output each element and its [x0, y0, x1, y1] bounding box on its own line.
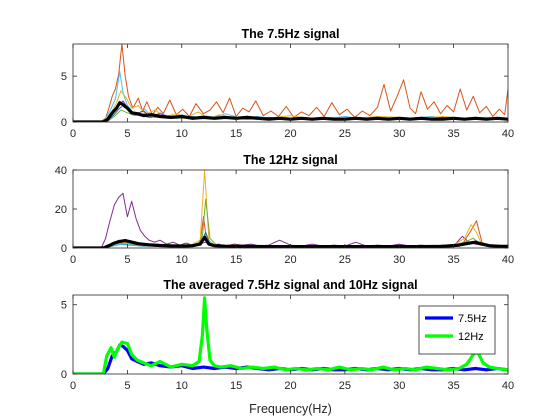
y-tick-label: 0: [61, 369, 67, 381]
x-tick-label: 15: [230, 380, 242, 392]
x-tick-label: 0: [70, 380, 76, 392]
x-tick-label: 25: [339, 128, 351, 140]
x-tick-label: 5: [124, 380, 130, 392]
series-line-7-5hz: [73, 343, 508, 374]
x-tick-label: 10: [176, 254, 188, 266]
figure-xlabel: Frequency(Hz): [249, 402, 332, 416]
subplots: 0 5 10 15 20 25 30 35 40 0 5 The 7.5Hz signal 0 5 10 15…: [55, 27, 514, 392]
x-tick-label: 15: [230, 254, 242, 266]
x-tick-label: 30: [393, 128, 405, 140]
x-tick-label: 40: [502, 128, 514, 140]
series-line-7: [73, 101, 508, 122]
series-line-7: [73, 235, 508, 248]
subplot-title: The 7.5Hz signal: [242, 27, 340, 41]
y-tick-label: 0: [61, 243, 67, 255]
series-line-1: [73, 43, 508, 122]
x-tick-label: 5: [124, 128, 130, 140]
x-tick-label: 25: [339, 380, 351, 392]
x-tick-label: 20: [284, 254, 296, 266]
y-tick-label: 0: [61, 117, 67, 129]
legend: 7.5Hz 12Hz: [418, 305, 496, 355]
legend-label: 7.5Hz: [458, 313, 487, 325]
x-tick-label: 5: [124, 254, 130, 266]
plot-area: [73, 44, 508, 122]
subplot-title: The 12Hz signal: [243, 153, 337, 167]
x-tick-label: 15: [230, 128, 242, 140]
x-tick-label: 40: [502, 254, 514, 266]
x-tick-label: 35: [448, 128, 460, 140]
x-tick-label: 10: [176, 380, 188, 392]
plot-area: [73, 170, 508, 248]
x-tick-label: 0: [70, 254, 76, 266]
subplot-3: 0 5 10 15 20 25 30 35 40 0 5 The averaged 7.5Hz sig…: [61, 278, 514, 392]
subplot-1: 0 5 10 15 20 25 30 35 40 0 5 The 7.5Hz signal: [61, 27, 514, 140]
x-tick-label: 20: [284, 128, 296, 140]
y-tick-label: 20: [55, 204, 67, 216]
subplot-2: 0 5 10 15 20 25 30 35 40 0 20 40 The 12Hz signal: [55, 153, 514, 266]
x-tick-label: 10: [176, 128, 188, 140]
x-tick-label: 20: [284, 380, 296, 392]
x-tick-label: 30: [393, 254, 405, 266]
y-tick-label: 40: [55, 165, 67, 177]
x-tick-label: 35: [448, 254, 460, 266]
series-group: [73, 43, 508, 122]
subplot-title: The averaged 7.5Hz signal and 10Hz signa…: [163, 278, 417, 292]
x-tick-label: 25: [339, 254, 351, 266]
series-line-12hz: [73, 296, 508, 374]
y-tick-label: 5: [61, 71, 67, 83]
x-tick-label: 30: [393, 380, 405, 392]
series-group: [73, 296, 508, 374]
series-group: [73, 169, 508, 248]
legend-label: 12Hz: [458, 331, 484, 343]
y-tick-label: 5: [61, 300, 67, 312]
x-tick-label: 40: [502, 380, 514, 392]
x-tick-label: 35: [448, 380, 460, 392]
legend-box: [418, 305, 496, 355]
x-tick-label: 0: [70, 128, 76, 140]
